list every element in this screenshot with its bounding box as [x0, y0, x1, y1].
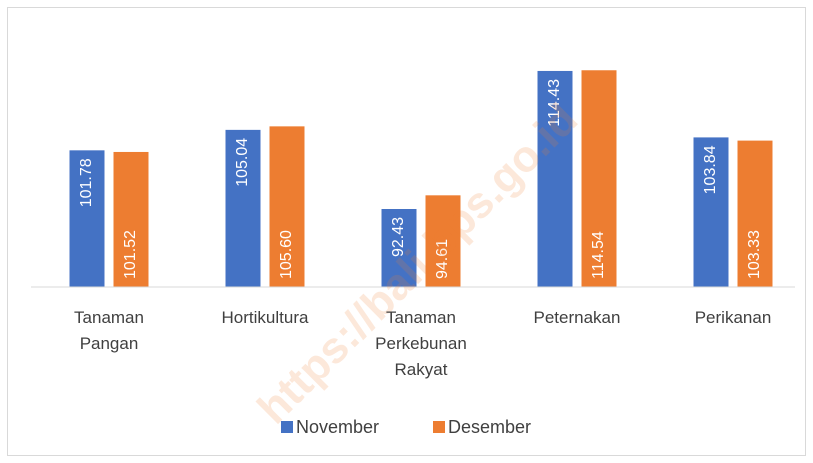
value-label: 105.60: [278, 230, 295, 279]
value-label: 103.84: [702, 145, 719, 194]
value-label: 114.43: [546, 79, 563, 127]
bar: [69, 150, 105, 287]
x-tick-label: Tanaman Perkebunan Rakyat: [375, 308, 467, 379]
legend-label: Desember: [448, 417, 531, 437]
x-tick-label: Hortikultura: [221, 308, 309, 327]
bar: [537, 70, 573, 287]
legend-swatch: [281, 421, 293, 433]
value-label: 101.78: [78, 158, 95, 207]
value-label: 94.61: [434, 239, 451, 279]
bar: [581, 70, 617, 287]
value-label: 103.33: [746, 230, 763, 279]
value-label: 101.52: [122, 230, 139, 279]
bar: [381, 209, 417, 287]
value-label: 92.43: [390, 217, 407, 257]
x-tick-label: Tanaman Pangan: [74, 308, 144, 353]
value-label: 114.54: [590, 231, 607, 279]
legend-label: November: [296, 417, 379, 437]
bar: [113, 151, 149, 287]
x-tick-label: Perikanan: [694, 308, 772, 327]
value-label: 105.04: [234, 138, 251, 187]
bar: [425, 195, 461, 287]
legend-swatch: [433, 421, 445, 433]
bar: [225, 129, 261, 287]
bar: [269, 126, 305, 287]
x-tick-label: Peternakan: [533, 308, 621, 327]
bar: [693, 137, 729, 287]
bar: [737, 140, 773, 287]
